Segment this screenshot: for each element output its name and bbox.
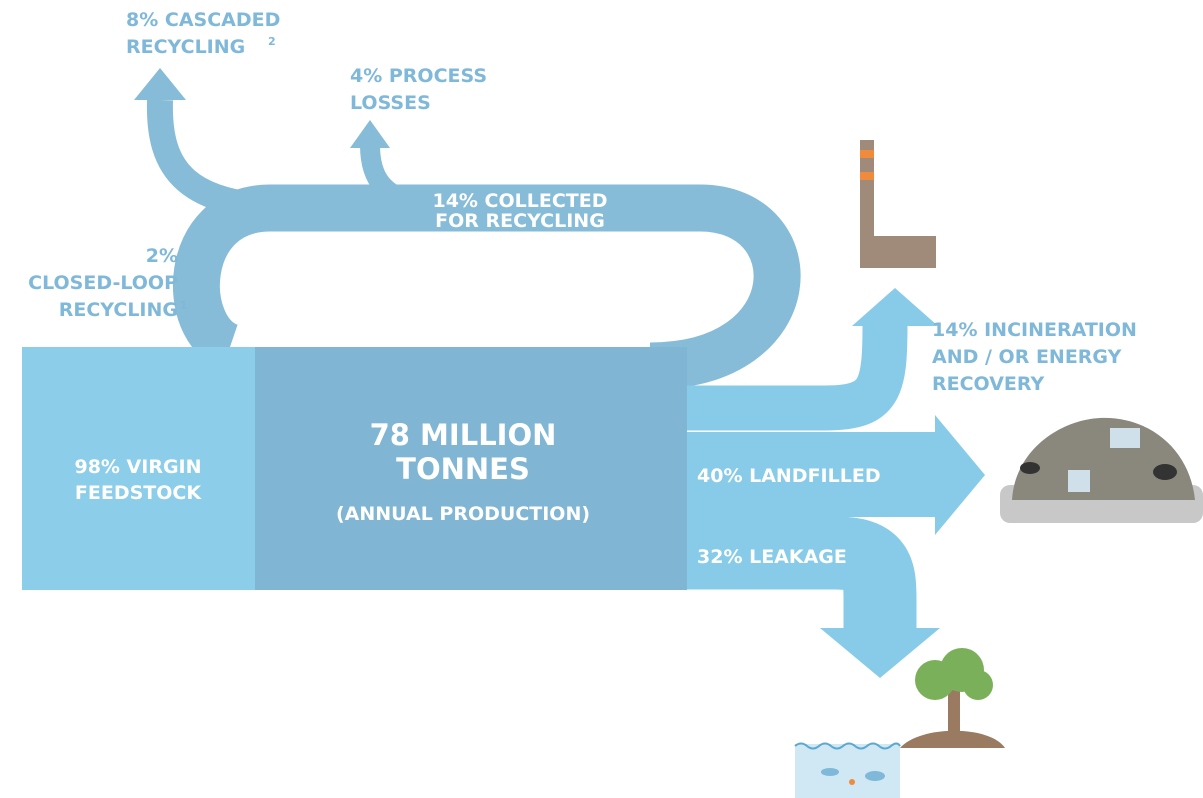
label-line: 2% <box>146 245 178 267</box>
factory-icon <box>860 140 936 268</box>
label-line: LOSSES <box>350 92 431 114</box>
label-line: TONNES <box>396 452 530 486</box>
arrow-head <box>350 120 390 148</box>
label-line: 8% CASCADED <box>126 9 280 31</box>
subtitle: (ANNUAL PRODUCTION) <box>336 503 590 525</box>
island-icon <box>900 648 1005 748</box>
label-line: FEEDSTOCK <box>75 482 202 504</box>
footnote: 2 <box>268 35 276 48</box>
label-line: RECOVERY <box>932 373 1044 395</box>
label-line: RECYCLING <box>59 299 178 321</box>
label-line: 32% LEAKAGE <box>697 546 847 568</box>
arrow-head <box>935 415 985 535</box>
landfill-band <box>687 432 937 517</box>
label-line: 14% INCINERATION <box>932 319 1137 341</box>
source-box <box>22 347 255 590</box>
flow-bands <box>146 99 801 390</box>
footnote: 1 <box>180 299 188 312</box>
water-icon <box>794 742 901 798</box>
center-box <box>255 347 687 590</box>
label-line: RECYCLING <box>126 36 245 58</box>
label-line: 78 MILLION <box>370 418 557 452</box>
label-line: CLOSED-LOOP <box>28 272 178 294</box>
label-line: 14% COLLECTED <box>432 190 607 212</box>
arrow-head <box>852 288 938 326</box>
label-line: 98% VIRGIN <box>74 456 201 478</box>
label-line: FOR RECYCLING <box>435 210 605 232</box>
arrow-head <box>134 68 186 100</box>
leakage-band <box>687 516 917 630</box>
arrow-head <box>820 628 940 678</box>
label-line: 4% PROCESS <box>350 65 487 87</box>
incineration-band <box>687 324 908 431</box>
label-line: 40% LANDFILLED <box>697 465 881 487</box>
landfill-icon <box>1000 417 1203 523</box>
label-line: AND / OR ENERGY <box>932 346 1122 368</box>
